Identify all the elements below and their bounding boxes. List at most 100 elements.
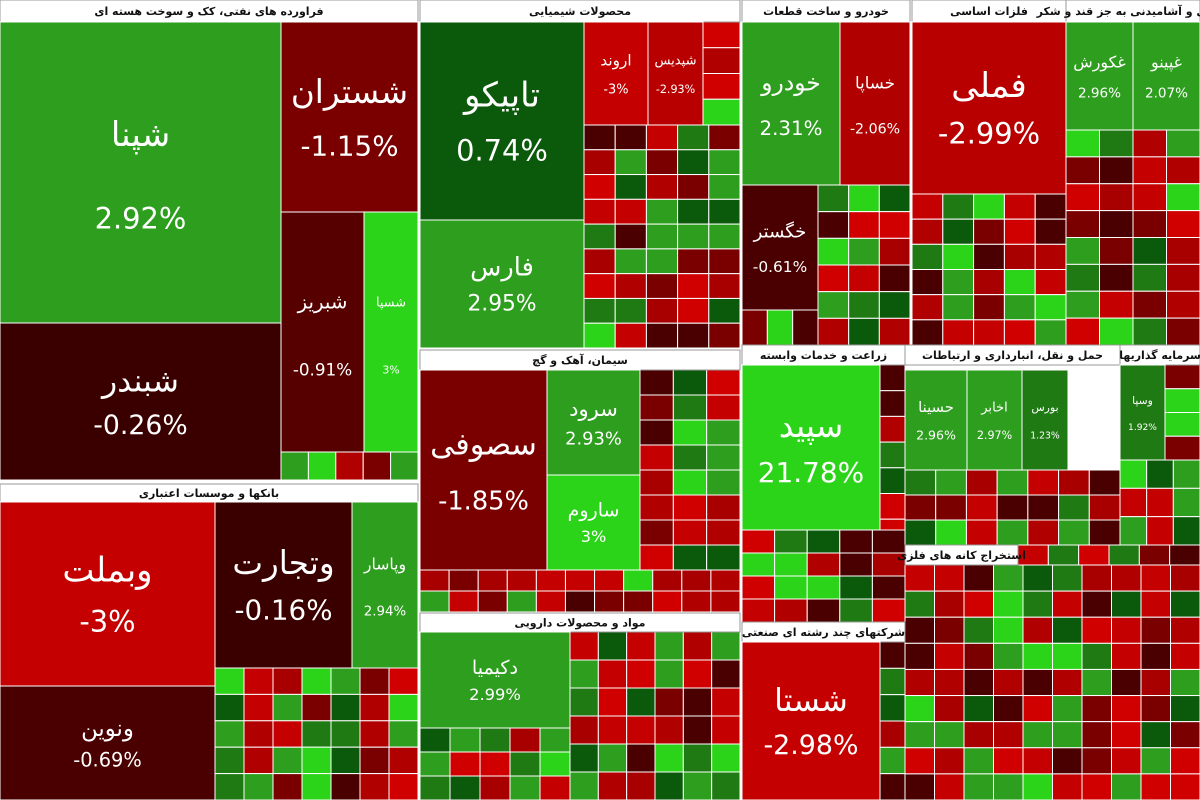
filler-tile — [934, 668, 965, 697]
filler-tile — [597, 715, 628, 745]
tile-value-label: -2.93% — [656, 83, 695, 96]
filler-tile — [1022, 773, 1053, 800]
filler-tile — [774, 575, 808, 600]
filler-tile — [993, 747, 1024, 775]
filler-tile — [711, 715, 741, 745]
filler-tile — [706, 544, 741, 571]
filler-tile — [448, 569, 479, 592]
tile-name: فملی — [951, 66, 1027, 106]
filler-tile — [564, 569, 596, 592]
filler-tile — [706, 444, 741, 471]
filler-tile — [1022, 590, 1053, 618]
filler-tile — [243, 773, 274, 800]
filler-tile — [904, 668, 935, 697]
filler-tile — [583, 297, 616, 324]
tile-value-label: 21.78% — [758, 456, 864, 489]
filler-tile — [1022, 747, 1053, 775]
filler-tile — [711, 771, 741, 800]
filler-tile — [272, 746, 303, 775]
filler-tile — [1111, 616, 1142, 644]
tile-name: تاپیکو — [462, 76, 540, 116]
filler-tile — [993, 642, 1024, 670]
filler-tile — [1065, 129, 1100, 158]
tile-name: شبریز — [297, 291, 348, 314]
filler-tile — [708, 248, 741, 275]
filler-tile — [708, 223, 741, 250]
filler-tile — [330, 720, 361, 748]
filler-tile — [672, 394, 708, 421]
filler-tile — [1132, 237, 1167, 265]
filler-tile — [904, 747, 935, 775]
filler-tile — [448, 590, 479, 613]
filler-tile — [702, 73, 741, 100]
filler-tile — [301, 720, 332, 748]
filler-tile — [963, 564, 994, 592]
filler-tile — [301, 667, 332, 695]
filler-tile — [682, 743, 713, 773]
filler-tile — [639, 494, 674, 521]
filler-tile — [817, 317, 850, 346]
filler-tile — [614, 223, 647, 250]
filler-tile — [1140, 747, 1171, 775]
filler-tile — [682, 687, 713, 717]
filler-tile — [1052, 564, 1083, 592]
filler-tile — [878, 184, 911, 213]
filler-tile — [706, 369, 741, 396]
tile — [904, 369, 968, 471]
filler-tile — [1052, 616, 1083, 644]
tile — [0, 322, 282, 481]
filler-tile — [214, 693, 245, 722]
filler-tile — [1099, 317, 1134, 346]
filler-tile — [509, 727, 541, 753]
tile — [419, 631, 571, 729]
filler-tile — [839, 598, 873, 623]
filler-tile — [1111, 564, 1142, 592]
filler-tile — [1022, 695, 1053, 723]
filler-tile — [677, 174, 710, 200]
filler-tile — [677, 149, 710, 176]
filler-tile — [973, 243, 1005, 270]
filler-tile — [645, 297, 679, 324]
filler-tile — [583, 149, 616, 176]
filler-tile — [583, 248, 616, 275]
filler-tile — [301, 746, 332, 775]
tile-value-label: 2.96% — [1078, 85, 1121, 101]
filler-tile — [871, 575, 906, 600]
filler-tile — [569, 659, 599, 689]
filler-tile — [677, 198, 710, 225]
filler-tile — [1081, 721, 1112, 749]
filler-tile — [1166, 129, 1200, 158]
filler-tile — [1099, 183, 1134, 212]
tile-value-label: -3% — [603, 82, 628, 97]
filler-tile — [993, 695, 1024, 723]
filler-tile — [1081, 695, 1112, 723]
filler-tile — [1078, 544, 1110, 566]
filler-tile — [301, 773, 332, 800]
filler-tile — [1099, 156, 1134, 185]
filler-tile — [806, 529, 841, 554]
filler-tile — [214, 667, 245, 695]
tile-value-label: 2.95% — [467, 291, 536, 316]
filler-tile — [243, 667, 274, 695]
tile — [647, 21, 704, 126]
tile — [839, 21, 911, 186]
tile-name: ساروم — [568, 500, 620, 522]
filler-tile — [597, 743, 628, 773]
filler-tile — [1052, 695, 1083, 723]
tile-value-label: -0.69% — [73, 749, 142, 772]
filler-tile — [774, 529, 808, 554]
filler-tile — [214, 720, 245, 748]
filler-tile — [1022, 721, 1053, 749]
tile-value-label: 2.31% — [760, 117, 823, 140]
filler-tile — [1058, 519, 1090, 546]
filler-tile — [1034, 193, 1067, 220]
filler-tile — [645, 124, 679, 151]
filler-tile — [479, 775, 511, 800]
filler-tile — [942, 243, 975, 270]
filler-tile — [878, 264, 911, 293]
filler-tile — [449, 775, 481, 800]
filler-tile — [626, 631, 656, 661]
filler-tile — [243, 746, 274, 775]
filler-tile — [1003, 319, 1036, 346]
filler-tile — [1052, 642, 1083, 670]
